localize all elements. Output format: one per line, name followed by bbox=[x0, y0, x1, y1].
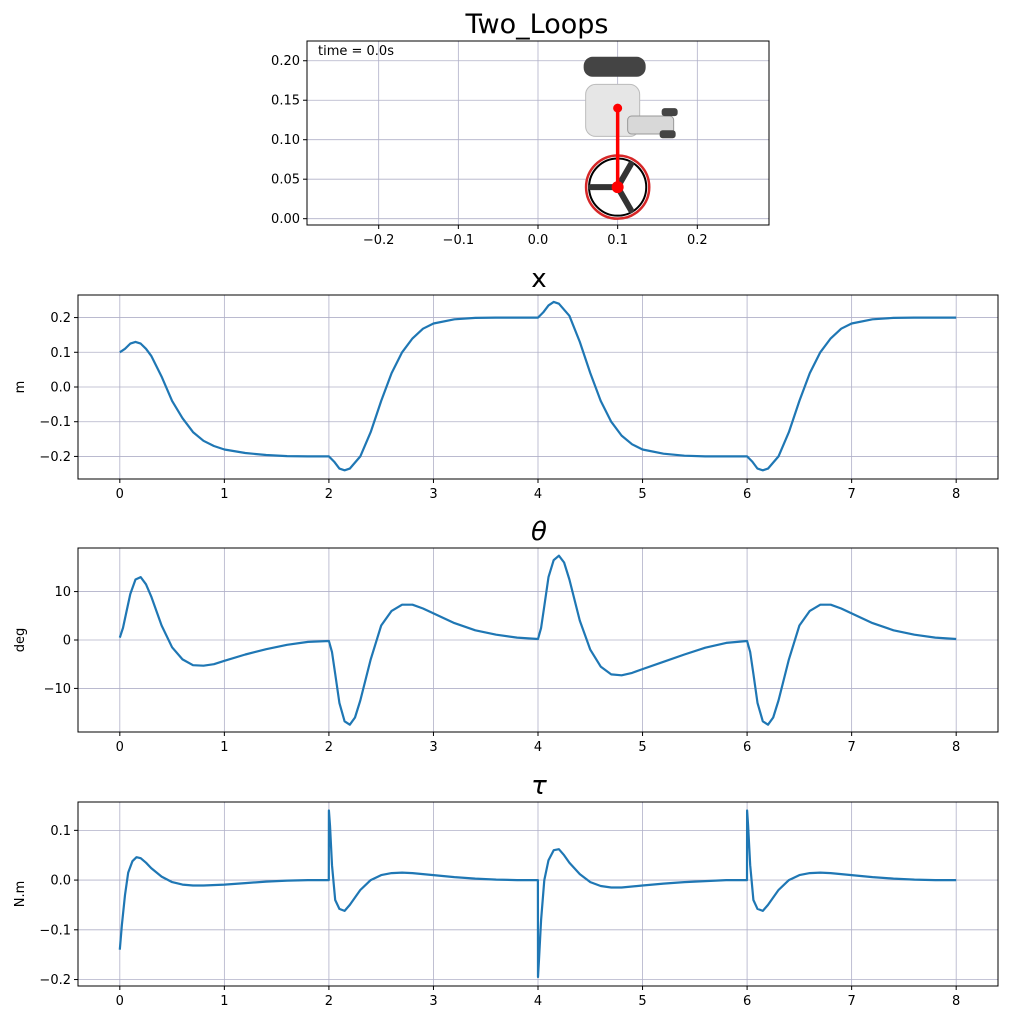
axes-frame bbox=[77, 801, 999, 987]
y-tick-label: 0.10 bbox=[271, 133, 300, 148]
y-tick-label: −0.1 bbox=[39, 415, 71, 430]
subplot-animation: −0.2 −0.1 0.0 0.1 0.2 0.00 0.05 0.10 0.15 0.20 tim… bbox=[271, 40, 770, 248]
subplot-x: 0 1 2 3 4 5 6 7 8 −0.2 −0.1 0.0 0.1 0.2 x m bbox=[13, 264, 999, 502]
x-tick-label: 0.0 bbox=[528, 233, 549, 248]
wheel-center bbox=[611, 181, 624, 194]
series-line-theta bbox=[118, 554, 957, 726]
x-tick-label: 1 bbox=[220, 487, 228, 502]
robot-illustration bbox=[583, 56, 678, 220]
x-tick-label: 0 bbox=[116, 740, 124, 755]
robot-hand-upper bbox=[661, 108, 678, 117]
series-line-x bbox=[119, 300, 957, 472]
y-axis-label: N.m bbox=[13, 881, 28, 908]
axes-frame bbox=[77, 294, 999, 480]
y-tick-label: 0 bbox=[63, 634, 71, 649]
x-tick-label: 6 bbox=[743, 994, 751, 1009]
y-tick-label: 0.0 bbox=[50, 381, 71, 396]
y-tick-label: 0.1 bbox=[50, 346, 71, 361]
x-tick-label: 7 bbox=[847, 740, 855, 755]
robot-head-band bbox=[583, 56, 646, 77]
x-tick-label: 7 bbox=[847, 994, 855, 1009]
y-tick-label: 0.00 bbox=[271, 212, 300, 227]
x-tick-label: 1 bbox=[220, 740, 228, 755]
y-tick-label: −0.2 bbox=[39, 450, 71, 465]
x-tick-label: 5 bbox=[638, 740, 646, 755]
axes-frame bbox=[77, 547, 999, 733]
x-tick-label: 3 bbox=[429, 994, 437, 1009]
series-line-tau bbox=[118, 809, 957, 979]
y-tick-label: −10 bbox=[44, 682, 71, 697]
x-tick-label: 8 bbox=[952, 994, 960, 1009]
y-tick-label: 0.0 bbox=[50, 874, 71, 889]
x-tick-label: 5 bbox=[638, 994, 646, 1009]
subplot-theta: 0 1 2 3 4 5 6 7 8 −10 0 10 θ deg bbox=[13, 517, 999, 755]
robot-body bbox=[585, 83, 641, 137]
x-tick-label: 4 bbox=[534, 994, 542, 1009]
time-label: time = 0.0s bbox=[318, 44, 394, 59]
x-tick-label: 4 bbox=[534, 487, 542, 502]
x-tick-label: 6 bbox=[743, 487, 751, 502]
x-tick-label: 0 bbox=[116, 994, 124, 1009]
y-tick-label: 0.2 bbox=[50, 311, 71, 326]
subplot-tau: 0 1 2 3 4 5 6 7 8 −0.2 −0.1 0.0 0.1 τ N.m bbox=[13, 771, 999, 1009]
axes-frame bbox=[306, 40, 770, 226]
x-tick-label: 4 bbox=[534, 740, 542, 755]
y-tick-label: 10 bbox=[54, 585, 71, 600]
y-tick-label: 0.1 bbox=[50, 824, 71, 839]
x-tick-label: 3 bbox=[429, 487, 437, 502]
subplot-title: θ bbox=[531, 517, 547, 547]
x-tick-label: 0.2 bbox=[687, 233, 708, 248]
subplot-title: x bbox=[531, 264, 546, 294]
x-tick-label: 2 bbox=[325, 487, 333, 502]
y-tick-label: 0.20 bbox=[271, 54, 300, 69]
y-axis-label: m bbox=[13, 381, 28, 394]
y-tick-label: −0.1 bbox=[39, 923, 71, 938]
x-tick-label: 8 bbox=[952, 740, 960, 755]
y-axis-label: deg bbox=[13, 628, 28, 653]
pendulum-mass bbox=[613, 103, 623, 113]
x-tick-label: −0.2 bbox=[363, 233, 395, 248]
robot-arm bbox=[627, 115, 675, 135]
robot-hand-lower bbox=[659, 130, 676, 139]
x-tick-label: 0.1 bbox=[607, 233, 628, 248]
subplot-title: τ bbox=[531, 771, 547, 801]
x-tick-label: 0 bbox=[116, 487, 124, 502]
x-tick-label: 1 bbox=[220, 994, 228, 1009]
x-tick-label: 2 bbox=[325, 994, 333, 1009]
x-tick-label: 8 bbox=[952, 487, 960, 502]
figure-title: Two_Loops bbox=[465, 9, 609, 40]
x-tick-label: 3 bbox=[429, 740, 437, 755]
x-tick-label: 7 bbox=[847, 487, 855, 502]
x-tick-label: 6 bbox=[743, 740, 751, 755]
y-tick-label: −0.2 bbox=[39, 973, 71, 988]
x-tick-label: 5 bbox=[638, 487, 646, 502]
y-tick-label: 0.05 bbox=[271, 173, 300, 188]
x-tick-label: −0.1 bbox=[443, 233, 475, 248]
x-tick-label: 2 bbox=[325, 740, 333, 755]
y-tick-label: 0.15 bbox=[271, 94, 300, 109]
